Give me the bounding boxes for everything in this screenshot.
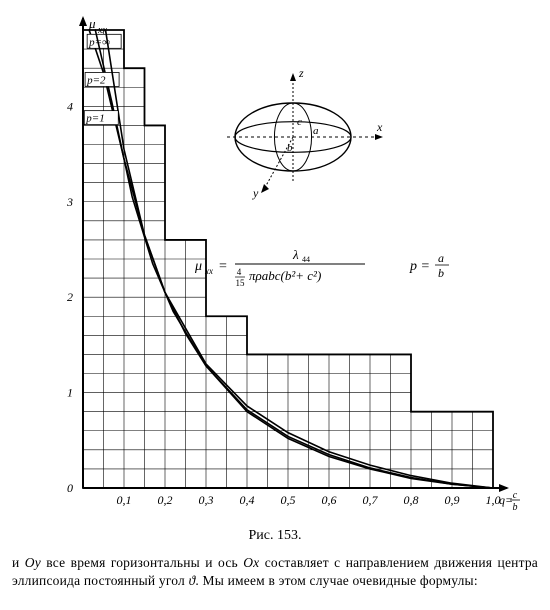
svg-text:0: 0 — [67, 481, 73, 495]
svg-text:0,1: 0,1 — [117, 493, 132, 507]
svg-text:μ: μ — [88, 16, 96, 31]
svg-text:c: c — [297, 116, 302, 128]
svg-text:λ: λ — [292, 247, 299, 262]
svg-text:b: b — [287, 142, 293, 154]
chart-container: μxx0,10,20,30,40,50,60,70,80,91,001234q=… — [25, 12, 525, 524]
svg-text:πρabc(b²+ c²): πρabc(b²+ c²) — [249, 268, 321, 283]
svg-text:15: 15 — [236, 278, 246, 288]
svg-text:2: 2 — [67, 290, 73, 304]
svg-text:p =: p = — [409, 259, 430, 274]
svg-text:p=1: p=1 — [85, 113, 104, 125]
svg-text:a: a — [313, 125, 319, 137]
svg-text:0,8: 0,8 — [404, 493, 419, 507]
svg-text:0,2: 0,2 — [158, 493, 173, 507]
svg-text:0,7: 0,7 — [363, 493, 379, 507]
svg-text:3: 3 — [66, 195, 73, 209]
svg-text:0,6: 0,6 — [322, 493, 337, 507]
svg-text:=: = — [219, 259, 227, 274]
svg-text:4: 4 — [67, 99, 73, 113]
svg-text:μ: μ — [194, 259, 202, 274]
svg-text:z: z — [298, 66, 304, 80]
svg-text:4: 4 — [237, 267, 242, 277]
svg-text:p=2: p=2 — [86, 74, 106, 86]
svg-text:44: 44 — [302, 255, 310, 264]
svg-text:xx: xx — [204, 266, 213, 276]
svg-text:b: b — [513, 502, 518, 513]
svg-text:b: b — [438, 266, 444, 280]
svg-text:0,9: 0,9 — [445, 493, 460, 507]
chart-svg: μxx0,10,20,30,40,50,60,70,80,91,001234q=… — [25, 12, 525, 524]
body-paragraph: и Oy все время горизонтальны и ось Ox со… — [12, 554, 538, 590]
figure-caption: Рис. 153. — [12, 528, 538, 544]
svg-text:c: c — [513, 490, 518, 501]
svg-text:a: a — [438, 251, 444, 265]
svg-text:0,5: 0,5 — [281, 493, 296, 507]
svg-text:x: x — [376, 120, 383, 134]
svg-text:1: 1 — [67, 386, 73, 400]
svg-text:0,4: 0,4 — [240, 493, 255, 507]
svg-text:0,3: 0,3 — [199, 493, 214, 507]
svg-text:y: y — [252, 186, 259, 200]
